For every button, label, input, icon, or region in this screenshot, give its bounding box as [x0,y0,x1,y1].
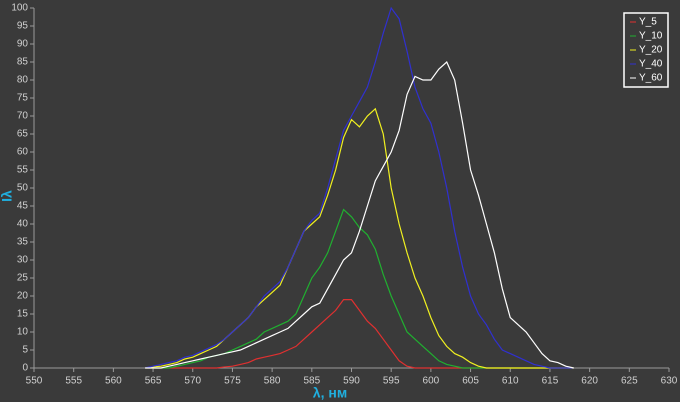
y-tick-label: 25 [17,273,29,284]
y-tick-label: 100 [11,3,28,14]
y-tick-label: 75 [17,93,29,104]
x-tick-label: 600 [423,376,440,387]
x-tick-label: 590 [343,376,360,387]
y-tick-label: 40 [17,219,29,230]
x-tick-label: 615 [542,376,559,387]
y-axis-title: Iλ [0,190,15,202]
y-tick-label: 20 [17,291,29,302]
series-line [144,6,574,369]
x-tick-label: 550 [26,376,43,387]
y-tick-label: 95 [17,21,29,32]
legend-label: Y_20 [639,45,663,56]
x-tick-label: 570 [184,376,201,387]
y-tick-label: 35 [17,237,29,248]
y-tick-label: 45 [17,201,29,212]
y-tick-label: 65 [17,129,29,140]
x-tick-label: 595 [383,376,400,387]
y-tick-label: 5 [22,345,28,356]
y-tick-label: 0 [22,363,28,374]
legend-label: Y_40 [639,59,663,70]
x-tick-label: 565 [145,376,162,387]
x-tick-label: 610 [502,376,519,387]
y-tick-label: 60 [17,147,29,158]
y-tick-label: 90 [17,39,29,50]
x-tick-label: 585 [303,376,320,387]
legend-label: Y_60 [639,73,663,84]
y-tick-label: 10 [17,327,29,338]
y-tick-label: 85 [17,57,29,68]
y-tick-label: 70 [17,111,29,122]
x-tick-label: 625 [621,376,638,387]
x-tick-label: 620 [581,376,598,387]
x-tick-label: 575 [224,376,241,387]
y-tick-label: 50 [17,183,29,194]
x-axis-title: λ, нм [313,385,347,401]
y-tick-label: 30 [17,255,29,266]
series-line [145,60,574,369]
y-tick-label: 55 [17,165,29,176]
y-tick-label: 15 [17,309,29,320]
legend-label: Y_5 [639,17,657,28]
x-tick-label: 555 [65,376,82,387]
x-tick-label: 630 [661,376,678,387]
legend-label: Y_10 [639,31,663,42]
y-tick-label: 80 [17,75,29,86]
series-line [145,107,574,369]
x-tick-label: 560 [105,376,122,387]
x-tick-label: 580 [264,376,281,387]
x-tick-label: 605 [462,376,479,387]
